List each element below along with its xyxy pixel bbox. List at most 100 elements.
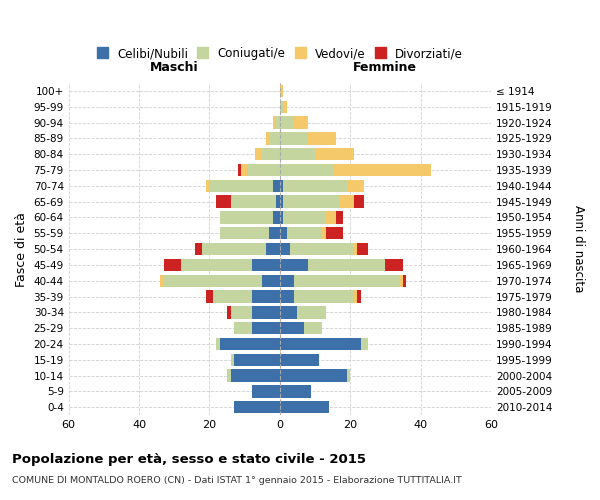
Bar xyxy=(315,148,354,160)
Bar xyxy=(273,116,276,128)
Bar xyxy=(357,290,361,302)
Bar xyxy=(217,338,220,350)
Bar xyxy=(280,116,294,128)
Text: Maschi: Maschi xyxy=(150,60,199,74)
Bar xyxy=(164,258,181,271)
Bar xyxy=(304,322,322,334)
Bar xyxy=(326,227,343,239)
Text: COMUNE DI MONTALDO ROERO (CN) - Dati ISTAT 1° gennaio 2015 - Elaborazione TUTTIT: COMUNE DI MONTALDO ROERO (CN) - Dati IST… xyxy=(12,476,462,485)
Bar xyxy=(269,132,280,144)
Text: Femmine: Femmine xyxy=(353,60,418,74)
Bar xyxy=(280,100,283,113)
Bar xyxy=(280,164,332,176)
Bar xyxy=(280,385,311,398)
Bar xyxy=(322,227,326,239)
Bar xyxy=(227,306,230,318)
Bar xyxy=(181,258,251,271)
Text: Popolazione per età, sesso e stato civile - 2015: Popolazione per età, sesso e stato civil… xyxy=(12,452,366,466)
Bar xyxy=(234,401,280,413)
Bar xyxy=(280,212,283,224)
Bar xyxy=(308,258,385,271)
Bar xyxy=(234,354,280,366)
Bar xyxy=(248,164,280,176)
Bar xyxy=(276,196,280,208)
Bar xyxy=(280,401,329,413)
Bar xyxy=(354,196,364,208)
Bar xyxy=(347,180,364,192)
Bar xyxy=(361,338,368,350)
Bar xyxy=(209,180,273,192)
Bar xyxy=(283,196,340,208)
Bar xyxy=(266,243,280,255)
Bar xyxy=(280,322,304,334)
Bar xyxy=(230,196,276,208)
Bar xyxy=(230,354,234,366)
Bar xyxy=(280,227,287,239)
Bar xyxy=(308,132,336,144)
Bar xyxy=(220,338,280,350)
Bar xyxy=(283,100,287,113)
Bar xyxy=(283,180,347,192)
Bar xyxy=(294,116,308,128)
Bar xyxy=(287,227,322,239)
Bar xyxy=(280,196,283,208)
Bar xyxy=(238,164,241,176)
Bar xyxy=(357,243,368,255)
Bar xyxy=(294,274,400,287)
Bar xyxy=(217,196,230,208)
Bar xyxy=(269,227,280,239)
Bar xyxy=(280,274,294,287)
Bar xyxy=(280,132,308,144)
Bar xyxy=(230,370,280,382)
Bar xyxy=(220,212,273,224)
Bar xyxy=(251,258,280,271)
Y-axis label: Fasce di età: Fasce di età xyxy=(15,212,28,286)
Bar xyxy=(251,290,280,302)
Bar xyxy=(340,196,354,208)
Bar xyxy=(347,370,350,382)
Bar xyxy=(332,164,431,176)
Bar xyxy=(160,274,164,287)
Bar xyxy=(276,116,280,128)
Bar xyxy=(280,243,290,255)
Bar xyxy=(227,370,230,382)
Bar xyxy=(206,180,209,192)
Bar xyxy=(280,370,347,382)
Bar xyxy=(280,148,315,160)
Bar xyxy=(230,306,251,318)
Bar xyxy=(196,243,202,255)
Bar xyxy=(336,212,343,224)
Bar xyxy=(290,243,354,255)
Bar xyxy=(280,354,319,366)
Bar xyxy=(280,306,298,318)
Bar xyxy=(280,180,283,192)
Y-axis label: Anni di nascita: Anni di nascita xyxy=(572,206,585,293)
Bar xyxy=(202,243,266,255)
Bar xyxy=(326,212,336,224)
Bar xyxy=(354,243,357,255)
Bar xyxy=(280,290,294,302)
Bar xyxy=(213,290,251,302)
Bar xyxy=(273,180,280,192)
Bar xyxy=(298,306,326,318)
Bar xyxy=(164,274,262,287)
Bar xyxy=(403,274,406,287)
Bar xyxy=(280,338,361,350)
Bar xyxy=(241,164,248,176)
Bar xyxy=(294,290,354,302)
Bar xyxy=(273,212,280,224)
Bar xyxy=(385,258,403,271)
Bar xyxy=(251,322,280,334)
Bar xyxy=(251,385,280,398)
Bar xyxy=(280,84,283,97)
Bar xyxy=(234,322,251,334)
Bar xyxy=(280,258,308,271)
Bar xyxy=(354,290,357,302)
Bar xyxy=(251,306,280,318)
Legend: Celibi/Nubili, Coniugati/e, Vedovi/e, Divorziati/e: Celibi/Nubili, Coniugati/e, Vedovi/e, Di… xyxy=(92,42,467,65)
Bar xyxy=(400,274,403,287)
Bar xyxy=(220,227,269,239)
Bar xyxy=(255,148,262,160)
Bar xyxy=(266,132,269,144)
Bar xyxy=(283,212,326,224)
